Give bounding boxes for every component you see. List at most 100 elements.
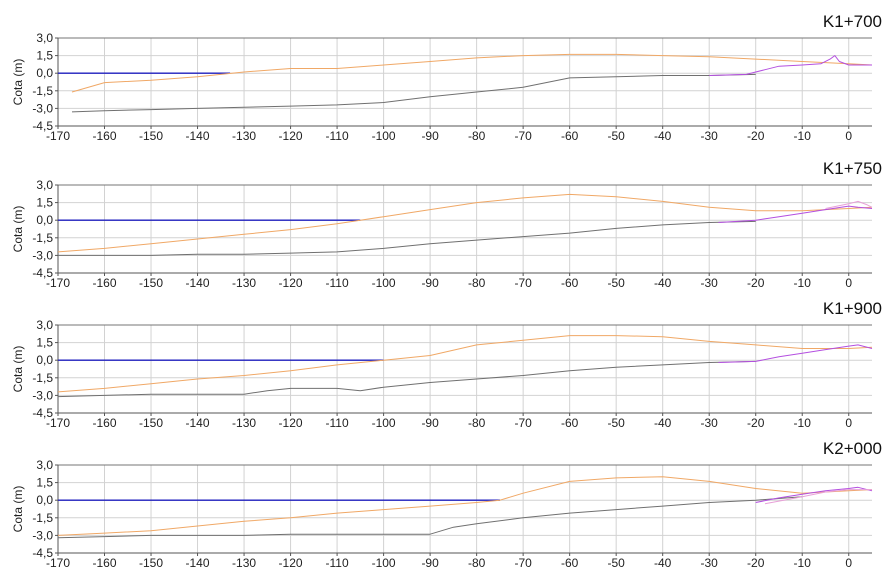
x-tick-label: -160 — [92, 129, 116, 143]
x-tick-label: -30 — [701, 556, 719, 568]
series-line-profile-orange — [71, 53, 873, 93]
x-tick-label: -70 — [514, 416, 532, 430]
series-line-profile-orange — [57, 476, 873, 536]
x-tick-label: -120 — [279, 129, 303, 143]
x-tick-label: -120 — [279, 556, 303, 568]
x-tick-label: -90 — [421, 276, 439, 290]
x-tick-label: -140 — [186, 276, 210, 290]
x-tick-label: -150 — [139, 276, 163, 290]
x-tick-label: -60 — [561, 276, 579, 290]
x-tick-label: -40 — [654, 556, 672, 568]
series-line-profile-pink — [764, 489, 872, 505]
x-tick-label: -160 — [92, 276, 116, 290]
x-tick-label: -10 — [794, 416, 812, 430]
series-line-profile-orange — [57, 193, 873, 253]
x-tick-label: -60 — [561, 129, 579, 143]
x-tick-label: -110 — [326, 129, 349, 143]
x-tick-label: -80 — [468, 276, 486, 290]
y-tick-label: -3,0 — [32, 248, 53, 262]
x-tick-label: -100 — [372, 556, 396, 568]
x-tick-label: 0 — [845, 416, 852, 430]
x-tick-label: -110 — [326, 416, 349, 430]
y-tick-label: 0,0 — [36, 213, 53, 227]
x-tick-label: 0 — [845, 276, 852, 290]
y-axis-label: Cota (m) — [11, 486, 25, 533]
x-tick-label: -140 — [186, 416, 210, 430]
x-tick-label: -40 — [654, 416, 672, 430]
y-tick-label: -3,0 — [32, 101, 53, 115]
x-tick-label: -10 — [794, 556, 812, 568]
series-line-profile-pink — [825, 200, 873, 209]
x-tick-label: -50 — [607, 416, 625, 430]
x-tick-label: -170 — [46, 416, 70, 430]
x-tick-label: -100 — [372, 276, 396, 290]
y-tick-label: 3,0 — [36, 31, 53, 45]
series-line-profile-purple — [709, 55, 872, 76]
series-line-profile-gray — [57, 360, 756, 398]
x-tick-label: -90 — [421, 416, 439, 430]
x-tick-label: 0 — [845, 556, 852, 568]
x-tick-label: -10 — [794, 129, 812, 143]
series-line-profile-purple — [755, 486, 873, 503]
x-tick-label: -80 — [468, 556, 486, 568]
x-tick-label: -130 — [232, 416, 256, 430]
x-tick-label: -160 — [92, 416, 116, 430]
x-tick-label: -50 — [607, 556, 625, 568]
y-axis-label: Cota (m) — [11, 206, 25, 253]
x-tick-label: -150 — [139, 129, 163, 143]
y-tick-label: -4,5 — [32, 546, 53, 560]
panel-title: K1+700 — [823, 12, 882, 31]
series-line-profile-gray — [57, 496, 803, 539]
x-tick-label: -50 — [607, 129, 625, 143]
panel-title: K2+000 — [823, 439, 882, 458]
x-tick-label: -90 — [421, 129, 439, 143]
x-tick-label: -70 — [514, 276, 532, 290]
x-tick-label: -160 — [92, 556, 116, 568]
x-tick-label: -150 — [139, 416, 163, 430]
y-tick-label: -1,5 — [32, 371, 53, 385]
x-tick-label: -130 — [232, 276, 256, 290]
x-tick-label: -70 — [514, 556, 532, 568]
y-tick-label: -1,5 — [32, 84, 53, 98]
panel-title: K1+900 — [823, 299, 882, 318]
x-tick-label: -80 — [468, 416, 486, 430]
x-tick-label: -140 — [186, 556, 210, 568]
x-tick-label: -40 — [654, 129, 672, 143]
y-tick-label: 3,0 — [36, 458, 53, 472]
series-line-profile-purple — [718, 344, 873, 363]
x-tick-label: -40 — [654, 276, 672, 290]
x-tick-label: -60 — [561, 556, 579, 568]
x-tick-label: -130 — [232, 556, 256, 568]
x-tick-label: -100 — [372, 129, 396, 143]
y-tick-label: -3,0 — [32, 528, 53, 542]
y-tick-label: 0,0 — [36, 493, 53, 507]
y-tick-label: 1,5 — [36, 476, 53, 490]
y-axis-label: Cota (m) — [11, 59, 25, 106]
x-tick-label: -170 — [46, 556, 70, 568]
x-tick-label: -20 — [747, 416, 765, 430]
x-tick-label: -120 — [279, 416, 303, 430]
y-tick-label: 1,5 — [36, 196, 53, 210]
y-tick-label: -4,5 — [32, 266, 53, 280]
series-line-profile-gray — [71, 73, 756, 113]
x-tick-label: -30 — [701, 416, 719, 430]
y-tick-label: -1,5 — [32, 511, 53, 525]
x-tick-label: -20 — [747, 276, 765, 290]
x-tick-label: -20 — [747, 556, 765, 568]
x-tick-label: -10 — [794, 276, 812, 290]
x-tick-label: -100 — [372, 416, 396, 430]
series-line-profile-gray — [58, 220, 756, 256]
x-tick-label: -110 — [326, 556, 349, 568]
x-tick-label: -30 — [701, 276, 719, 290]
y-tick-label: 3,0 — [36, 318, 53, 332]
x-tick-label: -170 — [46, 129, 70, 143]
x-tick-label: -30 — [701, 129, 719, 143]
y-tick-label: 3,0 — [36, 178, 53, 192]
x-tick-label: -110 — [326, 276, 349, 290]
y-tick-label: -1,5 — [32, 231, 53, 245]
y-tick-label: 0,0 — [36, 66, 53, 80]
y-tick-label: -3,0 — [32, 388, 53, 402]
y-tick-label: -4,5 — [32, 119, 53, 133]
y-tick-label: 1,5 — [36, 336, 53, 350]
